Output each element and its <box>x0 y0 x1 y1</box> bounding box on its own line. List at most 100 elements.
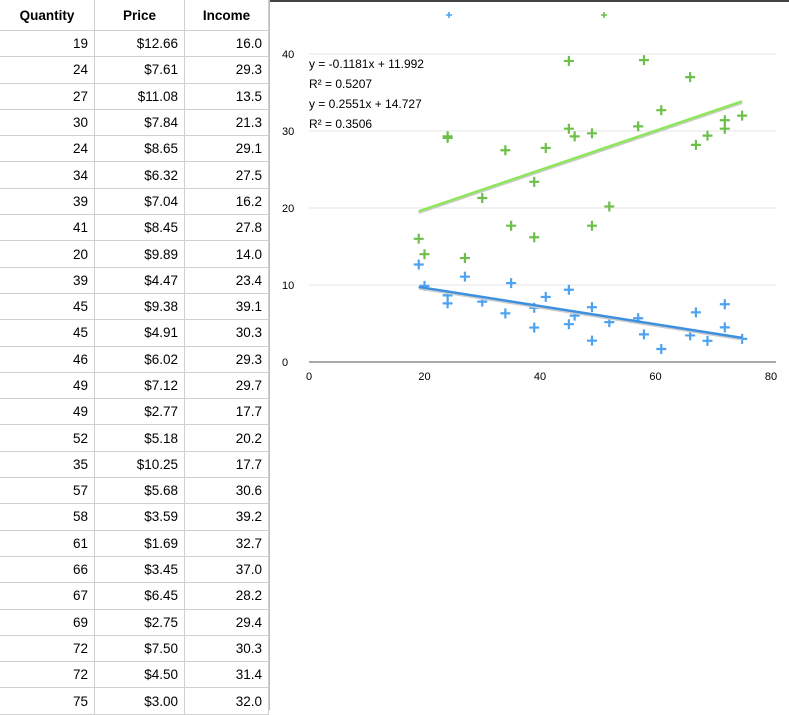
cell-price[interactable]: $7.12 <box>94 371 185 400</box>
cell-income[interactable]: 17.7 <box>184 450 269 479</box>
cell-income[interactable]: 29.3 <box>184 56 269 84</box>
cell-price[interactable]: $3.59 <box>94 503 185 531</box>
cell-quantity[interactable]: 45 <box>0 319 95 347</box>
cell-price[interactable]: $4.50 <box>94 661 185 689</box>
cell-price[interactable]: $7.84 <box>94 108 185 137</box>
cell-price[interactable]: $9.89 <box>94 240 185 268</box>
data-point-price <box>638 329 649 340</box>
cell-income[interactable]: 32.7 <box>184 529 269 557</box>
cell-quantity[interactable]: 39 <box>0 266 95 294</box>
header-price[interactable]: Price <box>94 0 185 31</box>
cell-income[interactable]: 21.3 <box>184 108 269 137</box>
cell-income[interactable]: 31.4 <box>184 661 269 689</box>
cell-quantity[interactable]: 20 <box>0 240 95 268</box>
cell-income[interactable]: 27.5 <box>184 161 269 189</box>
cell-quantity[interactable]: 72 <box>0 661 95 689</box>
header-income[interactable]: Income <box>184 0 269 31</box>
cell-income[interactable]: 20.2 <box>184 424 269 452</box>
header-quantity[interactable]: Quantity <box>0 0 95 31</box>
cell-income[interactable]: 29.4 <box>184 608 269 636</box>
cell-price[interactable]: $5.18 <box>94 424 185 452</box>
cell-price[interactable]: $4.47 <box>94 266 185 294</box>
cell-income[interactable]: 39.1 <box>184 292 269 321</box>
cell-price[interactable]: $6.45 <box>94 582 185 610</box>
cell-price[interactable]: $8.45 <box>94 214 185 242</box>
table-row: 45 $9.38 39.1 <box>0 292 269 321</box>
cell-price[interactable]: $10.25 <box>94 450 185 479</box>
cell-income[interactable]: 30.3 <box>184 634 269 663</box>
cell-quantity[interactable]: 24 <box>0 135 95 163</box>
cell-quantity[interactable]: 67 <box>0 582 95 610</box>
cell-price[interactable]: $11.08 <box>94 82 185 110</box>
cell-price[interactable]: $9.38 <box>94 292 185 321</box>
cell-quantity[interactable]: 34 <box>0 161 95 189</box>
data-point-income <box>702 130 713 141</box>
table-row: 41 $8.45 27.8 <box>0 214 269 242</box>
cell-price[interactable]: $6.32 <box>94 161 185 189</box>
y-tick-label: 40 <box>282 49 294 61</box>
cell-quantity[interactable]: 49 <box>0 371 95 400</box>
cell-income[interactable]: 23.4 <box>184 266 269 294</box>
cell-income[interactable]: 16.0 <box>184 29 269 58</box>
trendline-income <box>418 100 743 213</box>
cell-quantity[interactable]: 69 <box>0 608 95 636</box>
cell-quantity[interactable]: 49 <box>0 398 95 426</box>
scatter-chart[interactable]: 0 10 20 30 40 0 20 40 60 80 y = -0.1181x + 11.992 R… <box>270 0 789 710</box>
cell-income[interactable]: 27.8 <box>184 214 269 242</box>
cell-quantity[interactable]: 39 <box>0 187 95 216</box>
cell-quantity[interactable]: 57 <box>0 477 95 505</box>
cell-income[interactable]: 14.0 <box>184 240 269 268</box>
cell-price[interactable]: $7.50 <box>94 634 185 663</box>
cell-quantity[interactable]: 61 <box>0 529 95 557</box>
cell-quantity[interactable]: 19 <box>0 29 95 58</box>
cell-quantity[interactable]: 72 <box>0 634 95 663</box>
cell-income[interactable]: 17.7 <box>184 398 269 426</box>
cell-income[interactable]: 32.0 <box>184 687 269 715</box>
cell-price[interactable]: $12.66 <box>94 29 185 58</box>
cell-income[interactable]: 29.3 <box>184 345 269 373</box>
cell-quantity[interactable]: 35 <box>0 450 95 479</box>
cell-income[interactable]: 28.2 <box>184 582 269 610</box>
data-point-income <box>633 121 644 132</box>
data-point-income <box>442 132 453 143</box>
cell-quantity[interactable]: 24 <box>0 56 95 84</box>
cell-income[interactable]: 39.2 <box>184 503 269 531</box>
cell-quantity[interactable]: 46 <box>0 345 95 373</box>
cell-quantity[interactable]: 27 <box>0 82 95 110</box>
cell-price[interactable]: $3.00 <box>94 687 185 715</box>
cell-quantity[interactable]: 41 <box>0 214 95 242</box>
cell-quantity[interactable]: 45 <box>0 292 95 321</box>
cell-income[interactable]: 16.2 <box>184 187 269 216</box>
cell-price[interactable]: $8.65 <box>94 135 185 163</box>
cell-income[interactable]: 37.0 <box>184 555 269 584</box>
data-point-price <box>719 322 730 333</box>
cell-income[interactable]: 29.1 <box>184 135 269 163</box>
x-tick-label: 60 <box>649 371 661 383</box>
cell-price[interactable]: $1.69 <box>94 529 185 557</box>
cell-price[interactable]: $7.04 <box>94 187 185 216</box>
data-table: Quantity Price Income 19 $12.66 16.0 24 $7.6… <box>0 0 269 715</box>
cell-income[interactable]: 30.6 <box>184 477 269 505</box>
cell-price[interactable]: $4.91 <box>94 319 185 347</box>
cell-price[interactable]: $6.02 <box>94 345 185 373</box>
cell-price[interactable]: $7.61 <box>94 56 185 84</box>
cell-quantity[interactable]: 66 <box>0 555 95 584</box>
header-row: Quantity Price Income <box>0 0 269 31</box>
cell-income[interactable]: 29.7 <box>184 371 269 400</box>
cell-price[interactable]: $5.68 <box>94 477 185 505</box>
table-row: 69 $2.75 29.4 <box>0 608 269 636</box>
trend-r2-income: R² = 0.3506 <box>309 117 372 131</box>
cell-price[interactable]: $3.45 <box>94 555 185 584</box>
cell-quantity[interactable]: 75 <box>0 687 95 715</box>
data-point-income <box>586 128 597 139</box>
cell-quantity[interactable]: 58 <box>0 503 95 531</box>
cell-price[interactable]: $2.75 <box>94 608 185 636</box>
data-point-income <box>459 253 470 264</box>
table-row: 30 $7.84 21.3 <box>0 108 269 137</box>
cell-income[interactable]: 13.5 <box>184 82 269 110</box>
cell-quantity[interactable]: 30 <box>0 108 95 137</box>
cell-income[interactable]: 30.3 <box>184 319 269 347</box>
cell-quantity[interactable]: 52 <box>0 424 95 452</box>
data-point-income <box>719 115 730 126</box>
cell-price[interactable]: $2.77 <box>94 398 185 426</box>
